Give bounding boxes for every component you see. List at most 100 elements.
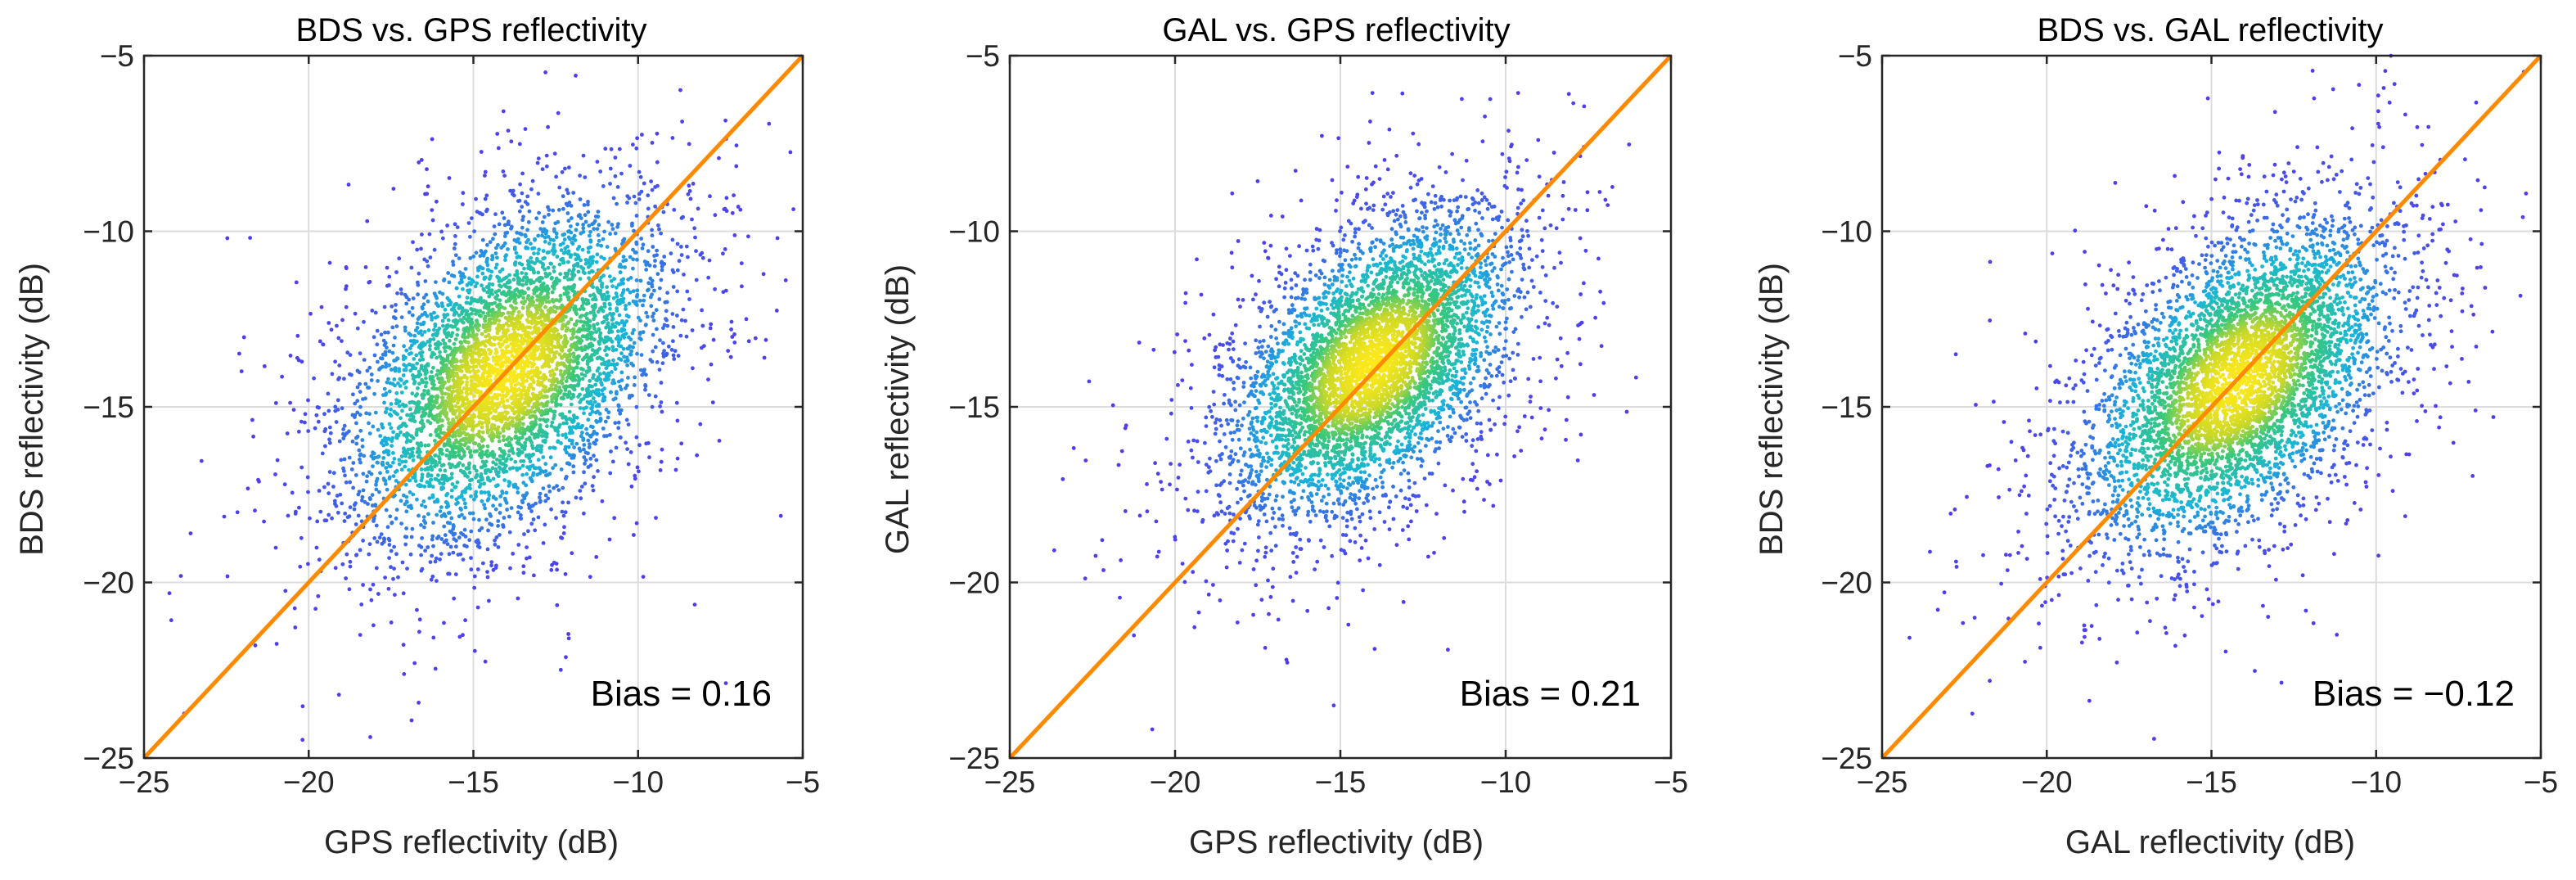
scatter-point (391, 343, 396, 348)
scatter-point (493, 265, 498, 270)
scatter-point (460, 380, 465, 385)
scatter-point (660, 409, 664, 414)
scatter-point (717, 156, 721, 160)
scatter-point (465, 282, 470, 287)
scatter-point (391, 576, 395, 581)
scatter-point (253, 643, 258, 648)
scatter-point (462, 497, 466, 502)
scatter-point (588, 433, 592, 438)
scatter-point (566, 632, 570, 636)
scatter-point (487, 328, 492, 332)
scatter-point (435, 395, 440, 399)
scatter-point (528, 464, 533, 469)
scatter-point (282, 482, 287, 487)
scatter-point (496, 524, 500, 528)
scatter-point (479, 472, 484, 476)
scatter-point (555, 567, 559, 572)
scatter-point (520, 472, 525, 477)
scatter-point (483, 196, 488, 201)
scatter-point (539, 434, 544, 438)
scatter-point (445, 223, 449, 228)
scatter-point (481, 253, 486, 258)
scatter-point (616, 403, 621, 408)
scatter-point (579, 434, 583, 439)
scatter-point (732, 341, 737, 345)
scatter-point (335, 323, 339, 328)
scatter-point (460, 306, 465, 310)
scatter-point (663, 300, 668, 305)
scatter-point (451, 550, 456, 555)
scatter-point (502, 516, 507, 520)
scatter-point (420, 350, 425, 354)
scatter-point (543, 239, 547, 244)
scatter-point (535, 259, 540, 263)
scatter-point (451, 370, 456, 375)
scatter-point (637, 332, 642, 336)
scatter-point (586, 210, 591, 214)
scatter-point (567, 390, 572, 395)
scatter-point (549, 276, 554, 281)
scatter-point (582, 411, 586, 416)
scatter-point (571, 351, 576, 356)
scatter-point (453, 404, 458, 408)
scatter-point (730, 335, 735, 339)
scatter-point (410, 450, 415, 455)
scatter-point (578, 197, 583, 201)
scatter-point (569, 328, 574, 333)
scatter-point (327, 260, 332, 265)
scatter-point (491, 567, 496, 572)
scatter-point (413, 479, 418, 483)
scatter-point (483, 468, 488, 473)
scatter-point (536, 458, 541, 463)
scatter-point (605, 245, 610, 249)
scatter-point (613, 156, 618, 160)
scatter-point (532, 402, 537, 406)
scatter-point (657, 368, 662, 372)
scatter-point (552, 269, 556, 273)
scatter-point (678, 88, 682, 93)
scatter-point (574, 257, 579, 262)
scatter-point (446, 417, 450, 422)
scatter-point (389, 413, 394, 418)
scatter-point (469, 494, 473, 499)
scatter-point (580, 423, 584, 428)
scatter-point (637, 469, 641, 474)
scatter-point (610, 459, 615, 464)
scatter-point (607, 301, 612, 306)
scatter-point (536, 192, 541, 196)
scatter-point (419, 329, 423, 333)
scatter-point (337, 439, 342, 444)
scatter-point (394, 468, 399, 473)
scatter-point (564, 379, 569, 383)
scatter-point (336, 408, 340, 412)
scatter-point (520, 463, 525, 468)
scatter-point (448, 544, 453, 549)
scatter-point (300, 704, 305, 709)
scatter-point (457, 461, 462, 465)
scatter-point (419, 366, 424, 371)
scatter-point (447, 462, 452, 467)
scatter-point (342, 423, 347, 428)
scatter-point (405, 451, 410, 455)
scatter-point (381, 456, 386, 460)
scatter-point (541, 417, 546, 422)
scatter-point (584, 426, 588, 431)
scatter-point (565, 461, 570, 466)
scatter-point (403, 368, 408, 372)
scatter-point (672, 207, 677, 212)
scatter-point (577, 446, 582, 451)
scatter-point (445, 313, 450, 317)
scatter-point (652, 288, 656, 293)
scatter-point (505, 230, 510, 235)
scatter-point (734, 164, 739, 169)
scatter-point (388, 514, 393, 519)
scatter-point (594, 404, 599, 408)
scatter-point (567, 409, 572, 414)
scatter-point (385, 406, 390, 411)
scatter-point (761, 272, 766, 277)
scatter-point (631, 266, 635, 271)
scatter-point (526, 336, 531, 341)
scatter-point (416, 386, 420, 390)
scatter-point (400, 459, 405, 464)
scatter-point (389, 565, 393, 570)
